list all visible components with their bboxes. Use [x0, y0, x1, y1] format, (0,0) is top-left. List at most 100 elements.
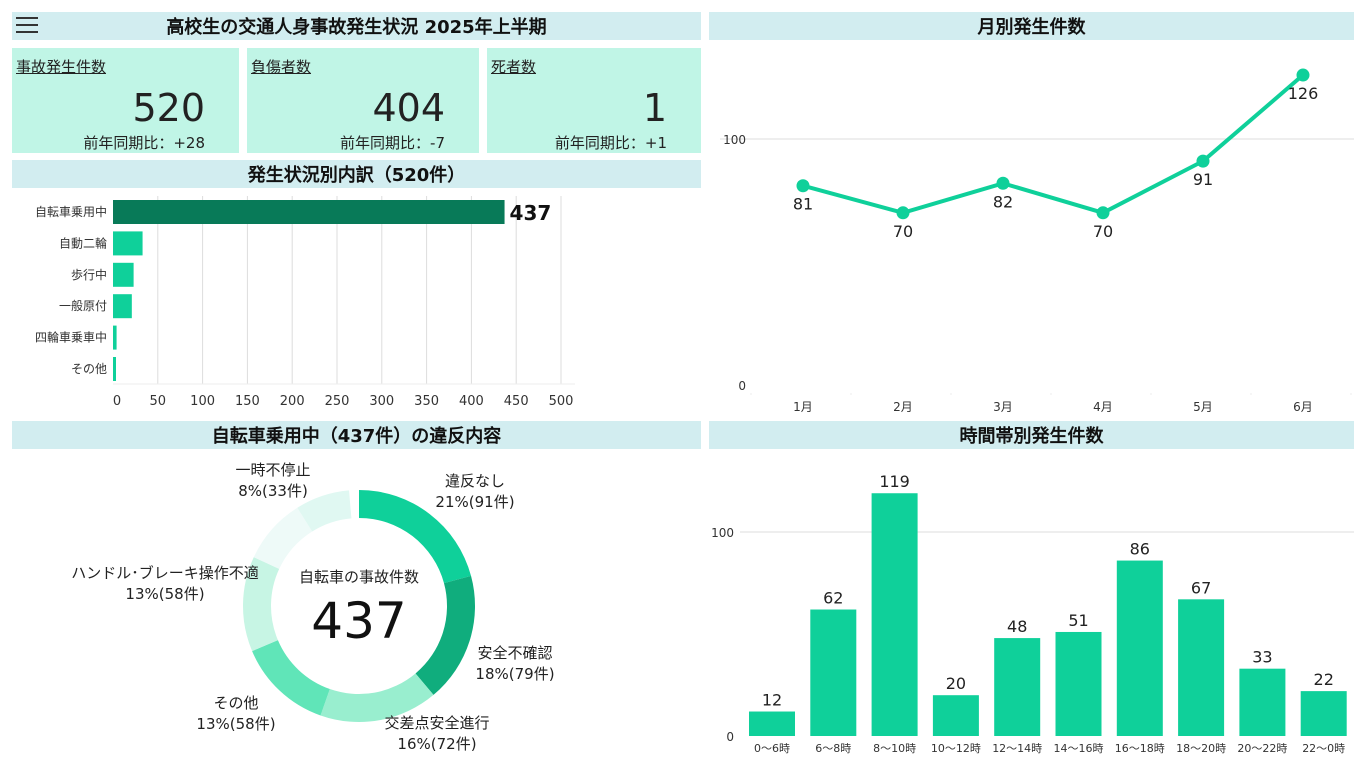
card-label[interactable]: 死者数 [491, 58, 537, 76]
x-tick-label: 10～12時 [931, 742, 981, 755]
donut-slice-一時不停止 [297, 490, 352, 532]
data-point [1096, 206, 1110, 220]
x-tick-label: 8～10時 [873, 742, 916, 755]
hourly-title: 時間帯別発生件数 [959, 426, 1104, 447]
card-injured: 負傷者数 404 前年同期比：-7 [247, 48, 479, 153]
slice-name: 一時不停止 [235, 461, 310, 479]
y-tick-label: 0 [738, 379, 746, 393]
bar-value-label: 62 [823, 589, 843, 608]
x-tick-label: 12～14時 [992, 742, 1042, 755]
monthly-title-bar: 月別発生件数 [709, 12, 1354, 40]
x-tick-label: 450 [504, 394, 529, 409]
card-compare: 前年同期比：-7 [340, 134, 445, 152]
x-tick-label: 2月 [893, 400, 913, 414]
bar-value-label: 22 [1314, 670, 1334, 689]
x-tick-label: 0 [113, 394, 121, 409]
card-label[interactable]: 負傷者数 [251, 58, 312, 76]
category-label: その他 [71, 362, 107, 376]
breakdown-title-bar: 発生状況別内訳（520件） [12, 160, 701, 188]
line-series [802, 73, 1305, 215]
donut-slice-違反なし [359, 490, 472, 584]
dashboard-title: 高校生の交通人身事故発生状況 2025年上半期 [166, 17, 547, 38]
bar-四輪車乗車中 [113, 325, 117, 350]
data-point [1296, 68, 1310, 82]
donut-slice-交差点安全進行 [320, 673, 434, 723]
bar-value-label: 51 [1068, 611, 1088, 630]
x-tick-label: 50 [150, 394, 167, 409]
y-tick-label: 100 [711, 526, 734, 540]
bar-20～22時 [1239, 668, 1286, 736]
x-tick-label: 1月 [793, 400, 813, 414]
bar-自動二輪 [113, 231, 143, 256]
category-label: 自転車乗用中 [35, 204, 107, 219]
card-value: 404 [372, 86, 445, 130]
slice-name: その他 [213, 694, 258, 712]
x-tick-label: 500 [549, 394, 574, 409]
y-tick-label: 100 [723, 133, 746, 147]
data-label: 81 [793, 195, 813, 214]
bar-value-label: 86 [1130, 540, 1150, 559]
slice-percent: 13%(58件) [196, 715, 275, 733]
bar-value-label: 33 [1252, 648, 1272, 667]
bar-10～12時 [932, 695, 979, 736]
bar-12～14時 [994, 638, 1041, 736]
donut-center-value: 437 [311, 592, 406, 650]
data-point [796, 179, 810, 193]
category-label: 自動二輪 [59, 235, 107, 250]
x-tick-label: 150 [235, 394, 260, 409]
slice-percent: 21%(91件) [435, 493, 514, 511]
card-deaths: 死者数 1 前年同期比：+1 [487, 48, 701, 153]
donut-slice-安全不確認 [415, 575, 476, 695]
data-point [1196, 154, 1210, 168]
donut-slice-unlabeled [253, 507, 313, 569]
dashboard-title-bar: 高校生の交通人身事故発生状況 2025年上半期 [12, 12, 701, 40]
card-compare: 前年同期比：+1 [554, 134, 667, 152]
breakdown-title: 発生状況別内訳（520件） [247, 165, 466, 186]
slice-percent: 8%(33件) [238, 482, 308, 500]
violation-title-bar: 自転車乗用中（437件）の違反内容 [12, 421, 701, 449]
bar-value-label: 67 [1191, 578, 1211, 597]
hamburger-menu-icon[interactable] [16, 17, 38, 33]
x-tick-label: 250 [325, 394, 350, 409]
slice-name: 違反なし [445, 472, 505, 490]
x-tick-label: 22～0時 [1302, 742, 1345, 755]
x-tick-label: 400 [459, 394, 484, 409]
bar-value-label: 437 [510, 201, 552, 225]
category-label: 一般原付 [59, 298, 107, 313]
card-compare: 前年同期比：+28 [83, 134, 205, 152]
bar-14～16時 [1055, 631, 1102, 736]
card-accidents: 事故発生件数 520 前年同期比：+28 [12, 48, 239, 153]
data-point [996, 176, 1010, 190]
violation-title: 自転車乗用中（437件）の違反内容 [211, 426, 502, 447]
data-label: 70 [893, 222, 913, 241]
data-label: 70 [1093, 222, 1113, 241]
slice-percent: 18%(79件) [475, 665, 554, 683]
category-label: 四輪車乗車中 [35, 330, 107, 345]
x-tick-label: 14～16時 [1054, 742, 1104, 755]
x-tick-label: 3月 [993, 400, 1013, 414]
bar-value-label: 119 [879, 472, 910, 491]
x-tick-label: 18～20時 [1176, 742, 1226, 755]
hourly-title-bar: 時間帯別発生件数 [709, 421, 1354, 449]
bar-18～20時 [1178, 599, 1225, 736]
monthly-title: 月別発生件数 [977, 17, 1086, 38]
bar-value-label: 48 [1007, 617, 1027, 636]
bar-16～18時 [1116, 560, 1163, 736]
card-value: 1 [642, 86, 667, 130]
x-tick-label: 5月 [1193, 400, 1213, 414]
x-tick-label: 350 [414, 394, 439, 409]
bar-6～8時 [810, 609, 857, 736]
bar-自転車乗用中 [113, 200, 505, 224]
data-label: 91 [1193, 170, 1213, 189]
slice-name: 交差点安全進行 [384, 714, 489, 732]
bar-value-label: 20 [946, 674, 966, 693]
bar-value-label: 12 [762, 691, 782, 710]
donut-center-label: 自転車の事故件数 [299, 568, 419, 586]
bar-一般原付 [113, 294, 132, 319]
x-tick-label: 200 [280, 394, 305, 409]
slice-name: 安全不確認 [477, 644, 552, 662]
x-tick-label: 6～8時 [815, 742, 851, 755]
donut-slice-ハンドル･ブレーキ操作不適 [242, 557, 280, 652]
card-label[interactable]: 事故発生件数 [16, 58, 107, 76]
